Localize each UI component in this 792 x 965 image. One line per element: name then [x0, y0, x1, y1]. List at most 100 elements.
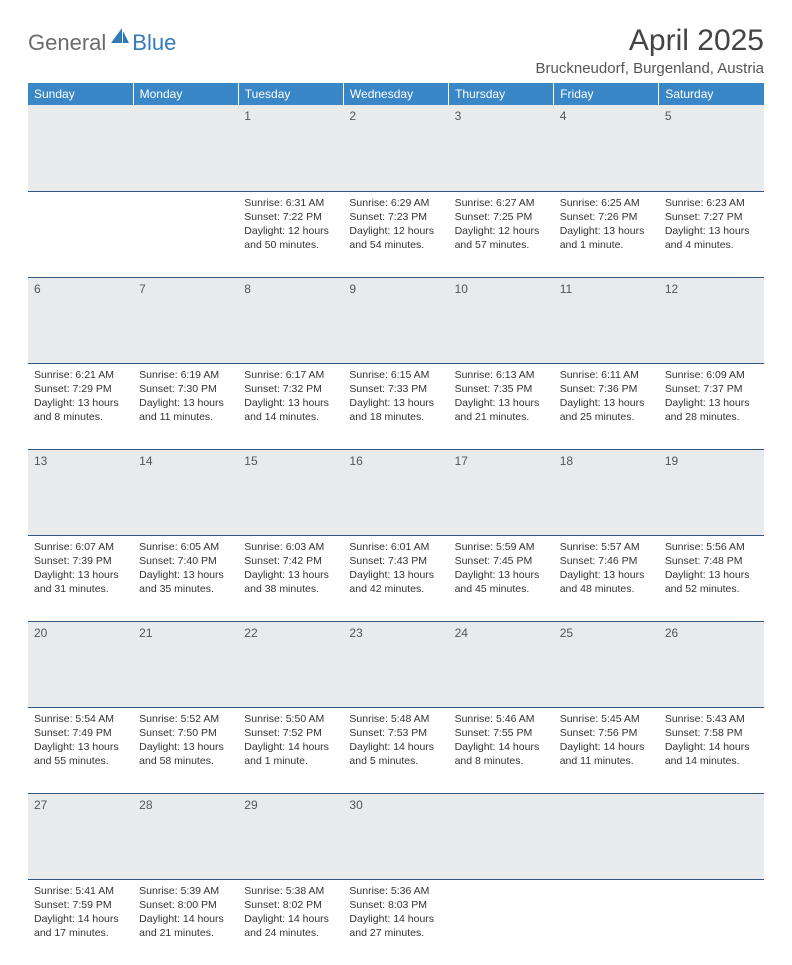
week-row: Sunrise: 6:07 AMSunset: 7:39 PMDaylight:…	[28, 535, 764, 621]
day-cell-text: Sunrise: 6:27 AMSunset: 7:25 PMDaylight:…	[455, 196, 548, 253]
day-number: 25	[554, 621, 659, 707]
daylight-line: Daylight: 14 hours and 1 minute.	[244, 740, 337, 768]
weekday-header-row: Sunday Monday Tuesday Wednesday Thursday…	[28, 83, 764, 105]
day-cell-text: Sunrise: 5:39 AMSunset: 8:00 PMDaylight:…	[139, 884, 232, 941]
daylight-line: Daylight: 12 hours and 54 minutes.	[349, 224, 442, 252]
day-cell: Sunrise: 5:56 AMSunset: 7:48 PMDaylight:…	[659, 535, 764, 621]
sunrise-line: Sunrise: 5:57 AM	[560, 540, 653, 554]
location-text: Bruckneudorf, Burgenland, Austria	[536, 60, 764, 77]
sunset-line: Sunset: 8:00 PM	[139, 898, 232, 912]
sunrise-line: Sunrise: 6:29 AM	[349, 196, 442, 210]
daylight-line: Daylight: 13 hours and 48 minutes.	[560, 568, 653, 596]
day-number	[449, 793, 554, 879]
day-cell: Sunrise: 6:17 AMSunset: 7:32 PMDaylight:…	[238, 363, 343, 449]
sunset-line: Sunset: 7:55 PM	[455, 726, 548, 740]
daylight-line: Daylight: 13 hours and 1 minute.	[560, 224, 653, 252]
day-cell: Sunrise: 5:48 AMSunset: 7:53 PMDaylight:…	[343, 707, 448, 793]
daylight-line: Daylight: 14 hours and 24 minutes.	[244, 912, 337, 940]
day-cell-text: Sunrise: 6:13 AMSunset: 7:35 PMDaylight:…	[455, 368, 548, 425]
sunrise-line: Sunrise: 6:31 AM	[244, 196, 337, 210]
day-cell-text: Sunrise: 5:48 AMSunset: 7:53 PMDaylight:…	[349, 712, 442, 769]
week-row: Sunrise: 6:21 AMSunset: 7:29 PMDaylight:…	[28, 363, 764, 449]
sunset-line: Sunset: 7:59 PM	[34, 898, 127, 912]
sunset-line: Sunset: 7:40 PM	[139, 554, 232, 568]
sunrise-line: Sunrise: 6:13 AM	[455, 368, 548, 382]
sunset-line: Sunset: 7:53 PM	[349, 726, 442, 740]
day-number: 18	[554, 449, 659, 535]
sunset-line: Sunset: 7:43 PM	[349, 554, 442, 568]
sunrise-line: Sunrise: 5:54 AM	[34, 712, 127, 726]
day-cell-text: Sunrise: 5:57 AMSunset: 7:46 PMDaylight:…	[560, 540, 653, 597]
day-number	[28, 105, 133, 191]
sunrise-line: Sunrise: 6:05 AM	[139, 540, 232, 554]
sunrise-line: Sunrise: 6:15 AM	[349, 368, 442, 382]
sunrise-line: Sunrise: 6:25 AM	[560, 196, 653, 210]
day-cell: Sunrise: 5:46 AMSunset: 7:55 PMDaylight:…	[449, 707, 554, 793]
sunrise-line: Sunrise: 6:07 AM	[34, 540, 127, 554]
sunset-line: Sunset: 7:23 PM	[349, 210, 442, 224]
day-cell: Sunrise: 6:27 AMSunset: 7:25 PMDaylight:…	[449, 191, 554, 277]
day-cell: Sunrise: 6:11 AMSunset: 7:36 PMDaylight:…	[554, 363, 659, 449]
day-cell-text: Sunrise: 6:07 AMSunset: 7:39 PMDaylight:…	[34, 540, 127, 597]
day-cell: Sunrise: 5:57 AMSunset: 7:46 PMDaylight:…	[554, 535, 659, 621]
daylight-line: Daylight: 14 hours and 21 minutes.	[139, 912, 232, 940]
sunset-line: Sunset: 7:42 PM	[244, 554, 337, 568]
day-number: 21	[133, 621, 238, 707]
daylight-line: Daylight: 14 hours and 8 minutes.	[455, 740, 548, 768]
day-cell-text: Sunrise: 6:05 AMSunset: 7:40 PMDaylight:…	[139, 540, 232, 597]
sunset-line: Sunset: 7:37 PM	[665, 382, 758, 396]
day-cell-text: Sunrise: 6:21 AMSunset: 7:29 PMDaylight:…	[34, 368, 127, 425]
daynum-row: 20212223242526	[28, 621, 764, 707]
day-cell: Sunrise: 6:15 AMSunset: 7:33 PMDaylight:…	[343, 363, 448, 449]
weekday-header: Sunday	[28, 83, 133, 105]
day-number: 26	[659, 621, 764, 707]
day-cell-text: Sunrise: 5:59 AMSunset: 7:45 PMDaylight:…	[455, 540, 548, 597]
day-cell: Sunrise: 6:21 AMSunset: 7:29 PMDaylight:…	[28, 363, 133, 449]
sunset-line: Sunset: 7:30 PM	[139, 382, 232, 396]
day-cell: Sunrise: 5:39 AMSunset: 8:00 PMDaylight:…	[133, 879, 238, 965]
title-block: April 2025 Bruckneudorf, Burgenland, Aus…	[536, 24, 764, 77]
day-number: 12	[659, 277, 764, 363]
sunset-line: Sunset: 7:33 PM	[349, 382, 442, 396]
sunrise-line: Sunrise: 6:23 AM	[665, 196, 758, 210]
sunrise-line: Sunrise: 6:19 AM	[139, 368, 232, 382]
sunset-line: Sunset: 7:32 PM	[244, 382, 337, 396]
daylight-line: Daylight: 13 hours and 11 minutes.	[139, 396, 232, 424]
logo-text-general: General	[28, 30, 106, 56]
daylight-line: Daylight: 13 hours and 25 minutes.	[560, 396, 653, 424]
day-number: 2	[343, 105, 448, 191]
sunrise-line: Sunrise: 6:01 AM	[349, 540, 442, 554]
day-cell: Sunrise: 5:50 AMSunset: 7:52 PMDaylight:…	[238, 707, 343, 793]
day-cell: Sunrise: 6:19 AMSunset: 7:30 PMDaylight:…	[133, 363, 238, 449]
daynum-row: 27282930	[28, 793, 764, 879]
day-cell: Sunrise: 6:23 AMSunset: 7:27 PMDaylight:…	[659, 191, 764, 277]
day-number: 22	[238, 621, 343, 707]
daylight-line: Daylight: 14 hours and 11 minutes.	[560, 740, 653, 768]
week-row: Sunrise: 5:54 AMSunset: 7:49 PM Daylight:…	[28, 707, 764, 793]
daylight-line: Daylight: 13 hours and 31 minutes.	[34, 568, 127, 596]
day-number: 4	[554, 105, 659, 191]
weekday-header: Saturday	[659, 83, 764, 105]
day-cell: Sunrise: 5:59 AMSunset: 7:45 PMDaylight:…	[449, 535, 554, 621]
day-number: 23	[343, 621, 448, 707]
sunset-line: Sunset: 7:52 PM	[244, 726, 337, 740]
day-cell-text: Sunrise: 5:46 AMSunset: 7:55 PMDaylight:…	[455, 712, 548, 769]
sunrise-line: Sunrise: 5:38 AM	[244, 884, 337, 898]
day-cell: Sunrise: 6:05 AMSunset: 7:40 PMDaylight:…	[133, 535, 238, 621]
day-cell: Sunrise: 6:29 AMSunset: 7:23 PMDaylight:…	[343, 191, 448, 277]
day-number: 5	[659, 105, 764, 191]
sunset-line: Sunset: 7:48 PM	[665, 554, 758, 568]
day-cell: Sunrise: 6:25 AMSunset: 7:26 PMDaylight:…	[554, 191, 659, 277]
day-cell	[659, 879, 764, 965]
sunset-line: Sunset: 7:50 PM	[139, 726, 232, 740]
day-cell-text: Sunrise: 6:23 AMSunset: 7:27 PMDaylight:…	[665, 196, 758, 253]
day-cell-text: Sunrise: 6:15 AMSunset: 7:33 PMDaylight:…	[349, 368, 442, 425]
daynum-row: 6789101112	[28, 277, 764, 363]
sunset-line: Sunset: 7:58 PM	[665, 726, 758, 740]
day-number: 8	[238, 277, 343, 363]
month-title: April 2025	[536, 24, 764, 58]
header-row: General Blue April 2025 Bruckneudorf, Bu…	[28, 24, 764, 77]
sunset-line: Sunset: 7:49 PM	[34, 726, 127, 740]
logo: General Blue	[28, 24, 176, 56]
day-number: 7	[133, 277, 238, 363]
